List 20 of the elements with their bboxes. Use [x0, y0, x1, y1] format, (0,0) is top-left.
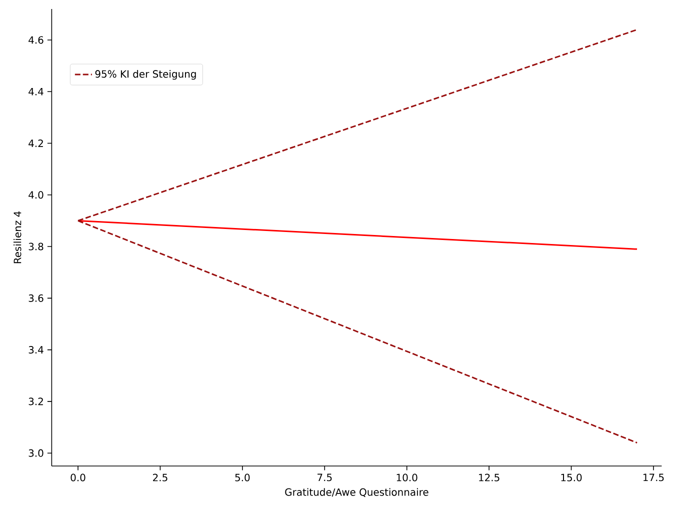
x-tick-label: 12.5: [479, 474, 500, 482]
x-tick-label: 5.0: [235, 474, 250, 482]
x-axis-title: Gratitude/Awe Questionnaire: [285, 488, 428, 497]
y-tick-label: 3.6: [28, 294, 44, 302]
y-tick-label: 3.2: [28, 398, 43, 406]
y-tick-label: 4.6: [28, 36, 44, 44]
y-axis-title: Resilienz 4: [14, 211, 22, 264]
x-tick-label: 7.5: [318, 474, 332, 482]
y-tick-label: 3.0: [28, 449, 44, 457]
y-tick-label: 3.4: [28, 346, 44, 354]
y-tick-label: 3.8: [28, 242, 44, 250]
x-tick-label: 15.0: [561, 474, 582, 482]
x-tick-label: 10.0: [396, 474, 418, 482]
y-tick-label: 4.4: [28, 88, 44, 96]
y-tick-label: 4.0: [28, 191, 44, 199]
legend-label: 95% KI der Steigung: [95, 70, 196, 80]
x-tick-label: 2.5: [153, 474, 168, 482]
x-tick-label: 17.5: [643, 474, 664, 482]
y-tick-label: 4.2: [28, 140, 43, 147]
x-tick-label: 0.0: [70, 474, 86, 482]
